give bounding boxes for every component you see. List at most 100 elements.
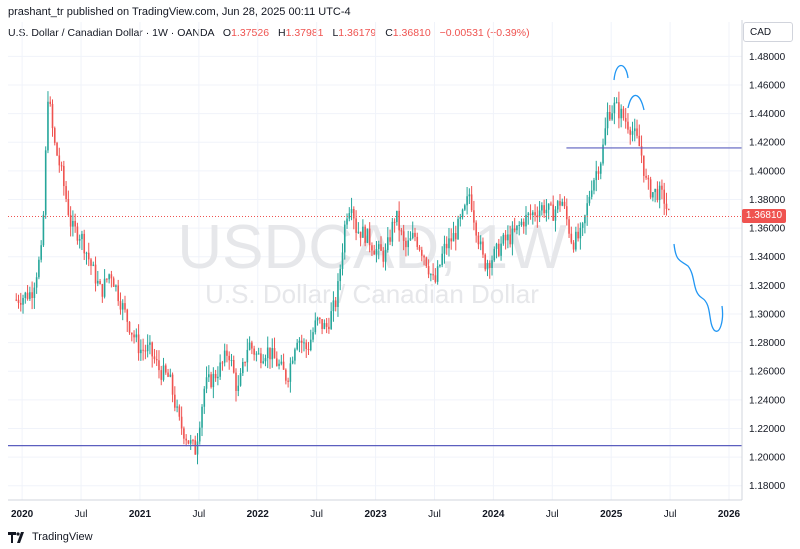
candle-body xyxy=(377,244,380,250)
candle-body xyxy=(565,206,568,220)
candle-body xyxy=(130,332,133,335)
candle-body xyxy=(124,303,126,310)
candle-body xyxy=(498,243,500,256)
candle-body xyxy=(321,319,323,329)
candle-body xyxy=(414,232,416,237)
candle-body xyxy=(271,348,274,360)
candle-body xyxy=(99,280,101,285)
candle-body xyxy=(479,241,482,245)
y-tick-label: 1.46000 xyxy=(749,80,786,91)
candle-body xyxy=(488,262,491,268)
candle-body xyxy=(67,199,70,215)
x-tick-label: 2020 xyxy=(11,509,34,520)
candle-body xyxy=(586,203,588,216)
candle-body xyxy=(334,300,337,307)
y-tick-label: 1.36000 xyxy=(749,224,786,235)
candle-body xyxy=(629,129,632,135)
candle-body xyxy=(570,233,573,243)
price-chart[interactable]: USDCAD, 1W U.S. Dollar / Canadian Dollar… xyxy=(0,0,800,529)
candle-body xyxy=(436,266,439,282)
candle-body xyxy=(502,234,505,244)
projection-curve-drawing xyxy=(673,243,724,332)
candle-body xyxy=(174,394,176,408)
candle-body xyxy=(618,102,620,119)
candle-body xyxy=(430,274,432,276)
currency-button[interactable]: CAD xyxy=(743,22,793,42)
candle-body xyxy=(323,323,326,329)
candle-body xyxy=(656,188,659,201)
candle-body xyxy=(273,348,276,359)
candle-body xyxy=(613,102,616,114)
candle-body xyxy=(300,340,303,343)
watermark-name: U.S. Dollar / Canadian Dollar xyxy=(205,279,539,309)
candle-body xyxy=(568,219,570,234)
candle-body xyxy=(590,190,593,197)
x-tick-label: Jul xyxy=(664,509,677,520)
candle-body xyxy=(627,121,629,130)
symbol-description[interactable]: U.S. Dollar / Canadian Dollar · 1W · OAN… xyxy=(8,27,214,39)
candle-body xyxy=(647,177,650,180)
candle-body xyxy=(40,245,42,260)
candle-body xyxy=(266,347,269,359)
candle-body xyxy=(556,201,559,210)
candle-body xyxy=(103,278,106,297)
candle-body xyxy=(543,205,545,214)
candle-body xyxy=(33,287,36,298)
candle-body xyxy=(280,361,283,364)
candle-body xyxy=(520,221,523,226)
shoulder-arc-drawing xyxy=(627,94,645,111)
candle-body xyxy=(387,237,389,251)
candle-body xyxy=(559,201,561,206)
candle-body xyxy=(615,102,618,104)
candle-body xyxy=(325,323,328,327)
grid-lines xyxy=(8,22,742,500)
candle-body xyxy=(248,342,251,350)
candle-body xyxy=(72,220,74,227)
y-tick-label: 1.18000 xyxy=(749,481,786,492)
candle-body xyxy=(260,353,262,364)
x-tick-label: 2026 xyxy=(718,509,741,520)
candle-body xyxy=(187,440,190,444)
candle-body xyxy=(448,238,450,249)
candle-body xyxy=(457,218,459,240)
candle-body xyxy=(443,243,446,254)
candle-body xyxy=(529,213,532,215)
candle-body xyxy=(196,441,199,455)
candle-body xyxy=(183,428,185,439)
candle-body xyxy=(235,372,237,391)
candle-body xyxy=(239,373,242,386)
candle-body xyxy=(251,342,253,349)
candle-body xyxy=(264,358,267,362)
candle-body xyxy=(552,204,554,221)
candle-body xyxy=(176,406,178,408)
candle-body xyxy=(60,165,63,167)
candle-body xyxy=(149,342,151,345)
candle-body xyxy=(393,221,396,223)
candle-body xyxy=(303,342,305,344)
candle-body xyxy=(389,237,391,242)
candle-body xyxy=(269,347,271,360)
candle-body xyxy=(153,356,156,360)
x-tick-label: 2022 xyxy=(247,509,270,520)
candle-body xyxy=(491,260,493,268)
candle-body xyxy=(353,209,355,219)
candle-body xyxy=(135,334,138,338)
candle-body xyxy=(285,369,287,381)
candle-body xyxy=(208,374,210,378)
candle-body xyxy=(294,349,296,361)
candle-body xyxy=(226,350,228,356)
candle-body xyxy=(359,231,362,238)
candle-body xyxy=(409,238,412,241)
open-value: 1.37526 xyxy=(231,27,270,39)
candle-body xyxy=(346,218,348,225)
candle-body xyxy=(171,374,174,395)
candle-body xyxy=(87,252,90,260)
candle-body xyxy=(375,249,378,255)
y-tick-label: 1.26000 xyxy=(749,367,786,378)
candle-body xyxy=(309,339,312,351)
candle-body xyxy=(140,349,142,354)
candle-body xyxy=(198,427,201,442)
footer: TradingView xyxy=(8,529,93,545)
candle-body xyxy=(579,227,582,239)
candle-body xyxy=(205,377,208,389)
